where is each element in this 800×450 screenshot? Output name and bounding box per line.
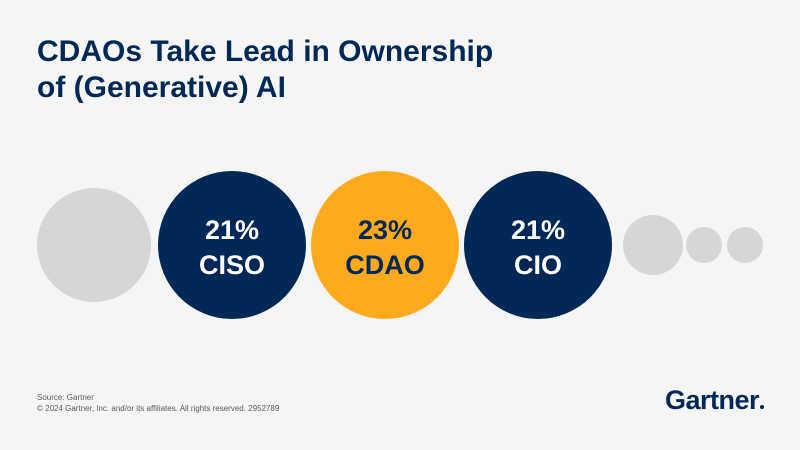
footer: Source: Gartner © 2024 Gartner, Inc. and… <box>37 392 279 414</box>
bubble-circle <box>311 171 459 319</box>
bubble-placeholder-5 <box>686 227 722 263</box>
source-note: Source: Gartner <box>37 393 94 402</box>
bubble-circle <box>727 227 763 263</box>
bubble-placeholder-0 <box>37 188 151 302</box>
logo-dot <box>760 405 764 409</box>
bubble-placeholder-6 <box>727 227 763 263</box>
bubble-circle <box>686 227 722 263</box>
category-label: CISO <box>199 250 265 280</box>
gartner-logo: Gartner <box>665 385 764 416</box>
bubble-cdao: 23% CDAO <box>311 171 459 319</box>
bubble-circle <box>158 171 306 319</box>
bubble-placeholder-4 <box>623 215 683 275</box>
value-label: 21% <box>205 215 259 245</box>
value-label: 21% <box>511 215 565 245</box>
bubble-chart: 21% CISO 23% CDAO 21% CIO <box>37 171 763 319</box>
value-label: 23% <box>358 215 412 245</box>
chart-title-line-1: CDAOs Take Lead in Ownership <box>37 35 494 68</box>
chart-title: CDAOs Take Lead in Ownership of (Generat… <box>37 34 657 106</box>
chart-title-line-2: of (Generative) AI <box>37 71 286 104</box>
bubble-circle <box>37 188 151 302</box>
category-label: CDAO <box>345 250 425 280</box>
bubble-cio: 21% CIO <box>464 171 612 319</box>
bubble-ciso: 21% CISO <box>158 171 306 319</box>
copyright-note: © 2024 Gartner, Inc. and/or its affiliat… <box>37 404 280 413</box>
category-label: CIO <box>514 250 562 280</box>
bubble-circle <box>623 215 683 275</box>
gartner-logo-text: Gartner <box>664 385 760 415</box>
bubble-circle <box>464 171 612 319</box>
